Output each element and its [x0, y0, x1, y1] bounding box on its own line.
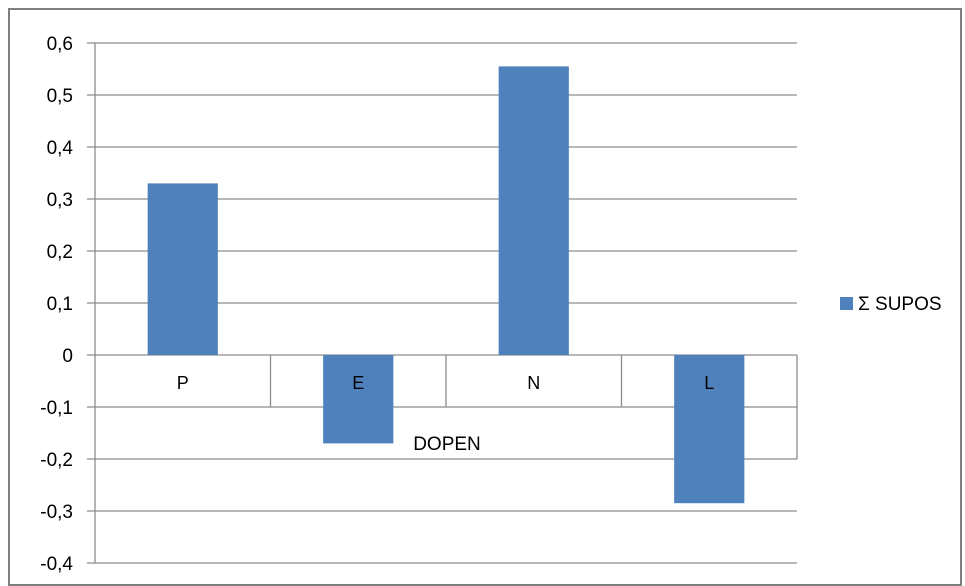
bar-P	[147, 183, 218, 355]
x-axis-title: DOPEN	[413, 434, 481, 455]
legend-swatch	[840, 297, 853, 310]
y-tick-label: -0,1	[40, 398, 73, 419]
y-tick-label: -0,3	[40, 502, 73, 523]
y-tick-label: 0,1	[47, 294, 73, 315]
category-label: N	[527, 373, 540, 393]
bar-E	[323, 355, 394, 444]
y-tick-label: 0,4	[47, 138, 74, 159]
bar-L	[674, 355, 745, 504]
bars	[147, 66, 745, 504]
y-tick-label: 0,6	[47, 34, 73, 55]
y-tick-label: 0,5	[47, 86, 73, 107]
y-tick-label: 0,2	[47, 242, 73, 263]
bar-N	[498, 66, 569, 356]
y-tick-label: 0	[62, 346, 73, 367]
category-label: P	[177, 373, 189, 393]
y-axis-ticks: 0,6 0,5 0,4 0,3 0,2 0,1 0 -0,1 -0,2 -0,3 -0,4	[40, 34, 73, 575]
legend: Σ SUPOS	[840, 294, 942, 315]
category-label: L	[704, 373, 714, 393]
y-tick-label: -0,2	[40, 450, 73, 471]
category-label: E	[352, 373, 364, 393]
legend-label: Σ SUPOS	[858, 294, 942, 315]
y-tick-label: 0,3	[47, 190, 73, 211]
y-tick-label: -0,4	[40, 554, 73, 575]
category-axis-table	[269, 355, 798, 459]
